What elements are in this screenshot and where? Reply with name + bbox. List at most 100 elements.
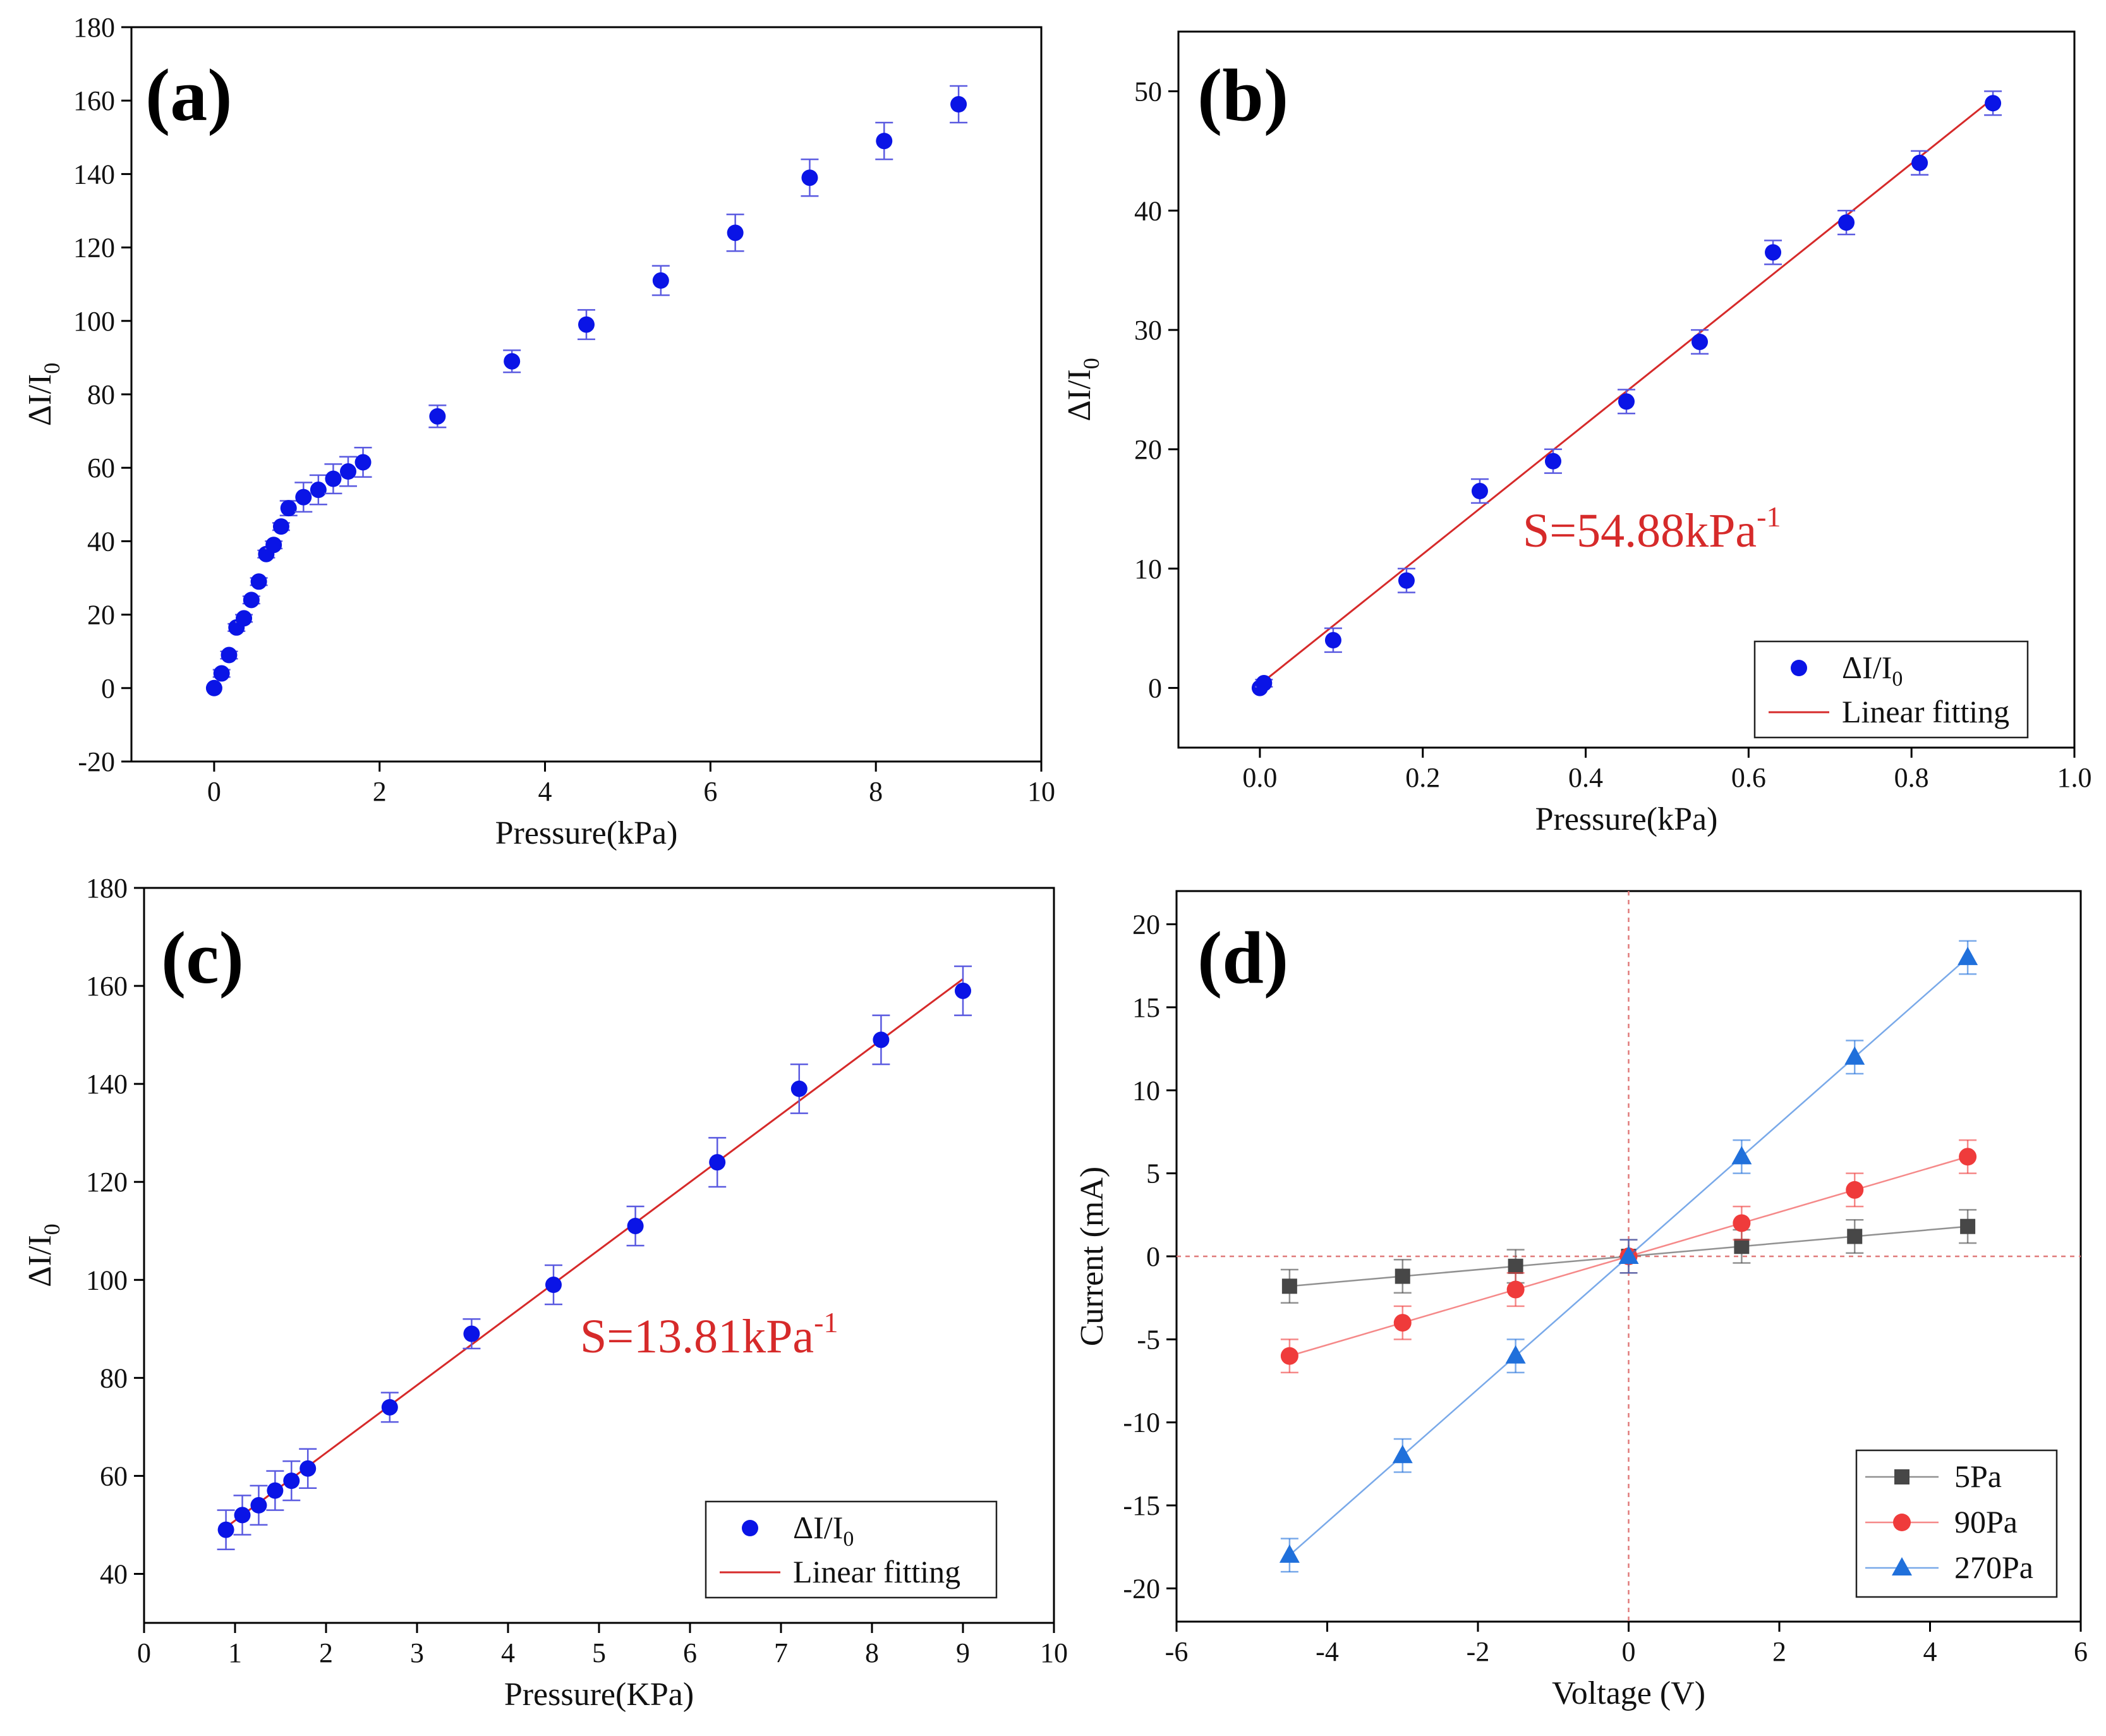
legend-label-data-main: ΔI/I [793, 1510, 843, 1545]
sensitivity-value: S=13.81kPa [580, 1310, 814, 1363]
data-point [1960, 1218, 1976, 1234]
x-tick-label: 0 [207, 776, 221, 807]
x-tick-label: 1.0 [2057, 762, 2092, 793]
data-point [295, 489, 312, 506]
data-point [1324, 632, 1341, 649]
legend-label-fit: Linear fitting [793, 1554, 960, 1589]
data-point [801, 169, 818, 186]
data-point [221, 646, 238, 664]
legend-label-data: ΔI/I0 [793, 1510, 854, 1551]
panel-b: 0.0 0.2 0.4 0.6 0.8 1.0 0 10 20 30 40 50 Pressure(kP… [1062, 30, 2092, 837]
data-point [955, 982, 971, 999]
legend-label: 5Pa [1954, 1459, 2002, 1494]
y-tick-label: 40 [100, 1558, 128, 1589]
y-tick-label: -20 [78, 746, 115, 777]
data-point [1765, 244, 1782, 261]
data-point [1618, 1246, 1639, 1264]
data-point [1838, 214, 1855, 231]
x-tick-label: 8 [865, 1637, 879, 1668]
y-tick-label: 30 [1134, 315, 1162, 346]
y-axis-title-main: ΔI/I [22, 1235, 58, 1287]
y-axis-title-subscript: 0 [39, 1223, 64, 1235]
y-axis-title: Current (mA) [1074, 1167, 1110, 1346]
y-tick-label: 60 [87, 452, 115, 483]
data-point [354, 454, 372, 471]
y-axis-title-main: ΔI/I [22, 374, 58, 427]
y-tick-label: 20 [87, 600, 115, 631]
x-axis-title: Voltage (V) [1552, 1675, 1705, 1711]
y-axis-title: ΔI/I0 [1062, 358, 1104, 422]
x-axis-title: Pressure(KPa) [504, 1677, 694, 1713]
x-tick-label: 6 [2074, 1636, 2088, 1667]
y-axis-title: ΔI/I0 [22, 363, 64, 427]
data-point [1985, 95, 2002, 112]
x-tick-label: 6 [683, 1637, 697, 1668]
data-point [325, 470, 342, 487]
y-tick-label: -20 [1123, 1573, 1160, 1604]
panel-letter: (c) [161, 916, 244, 999]
legend-label-data-subscript: 0 [843, 1527, 854, 1551]
x-tick-label: 2 [373, 776, 387, 807]
y-tick-label: 80 [87, 379, 115, 410]
data-point [1281, 1278, 1297, 1294]
data-point [1691, 333, 1709, 350]
y-axis-title-main: ΔI/I [1062, 369, 1098, 422]
x-tick-label: 0.6 [1731, 762, 1766, 793]
x-tick-label: 9 [956, 1637, 970, 1668]
x-tick-label: 10 [1040, 1637, 1068, 1668]
y-tick-label: 10 [1134, 554, 1162, 585]
x-tick-label: -4 [1316, 1636, 1339, 1667]
sensitivity-exponent: -1 [1757, 501, 1781, 533]
legend-label-fit: Linear fitting [1842, 694, 2009, 729]
y-tick-label: 180 [73, 12, 115, 43]
data-point [205, 679, 222, 696]
data-point [1734, 1239, 1750, 1254]
legend-label-data: ΔI/I0 [1842, 650, 1903, 691]
data-point [1508, 1258, 1523, 1274]
sensitivity-annotation: S=54.88kPa-1 [1523, 501, 1781, 557]
data-point [1731, 1146, 1752, 1165]
x-axis-title: Pressure(kPa) [495, 815, 678, 851]
x-tick-label: 4 [501, 1637, 515, 1668]
data-point [1958, 947, 1978, 966]
data-point [1395, 1268, 1410, 1284]
y-tick-label: 40 [87, 526, 115, 557]
x-tick-label: 2 [1772, 1636, 1786, 1667]
legend-box [1855, 1449, 2058, 1598]
x-tick-label: 3 [410, 1637, 424, 1668]
y-tick-label: 20 [1132, 909, 1160, 940]
legend-marker-data [742, 1520, 758, 1536]
data-point [1847, 1229, 1863, 1244]
x-axis-title: Pressure(kPa) [1535, 801, 1718, 837]
data-point [727, 224, 744, 241]
legend-marker-square [1894, 1469, 1909, 1484]
data-point [504, 353, 521, 370]
data-point [1392, 1445, 1413, 1464]
panel-letter: (d) [1197, 916, 1288, 999]
x-tick-label: 0.8 [1894, 762, 1929, 793]
data-point [243, 592, 260, 609]
y-tick-label: 0 [1146, 1241, 1160, 1272]
sensitivity-value: S=54.88kPa [1523, 504, 1757, 557]
y-tick-label: 0 [101, 673, 115, 704]
data-point [267, 1482, 284, 1499]
legend-label: 270Pa [1954, 1550, 2033, 1585]
data-point [627, 1217, 644, 1234]
y-tick-label: -5 [1137, 1324, 1160, 1355]
data-point [236, 610, 253, 627]
data-point [873, 1031, 890, 1048]
data-point [1618, 393, 1635, 410]
y-tick-label: 0 [1148, 673, 1162, 704]
x-tick-label: 0.4 [1568, 762, 1603, 793]
data-point [310, 482, 327, 499]
data-point [463, 1325, 480, 1342]
x-tick-label: 0 [1622, 1636, 1636, 1667]
y-tick-label: 50 [1134, 76, 1162, 107]
x-tick-label: 10 [1027, 776, 1055, 807]
y-tick-label: 180 [86, 873, 128, 904]
panel-letter: (b) [1197, 54, 1288, 137]
plot-frame [1177, 30, 2076, 749]
y-tick-label: 60 [100, 1460, 128, 1491]
y-tick-label: 100 [86, 1265, 128, 1296]
data-point [280, 500, 297, 517]
